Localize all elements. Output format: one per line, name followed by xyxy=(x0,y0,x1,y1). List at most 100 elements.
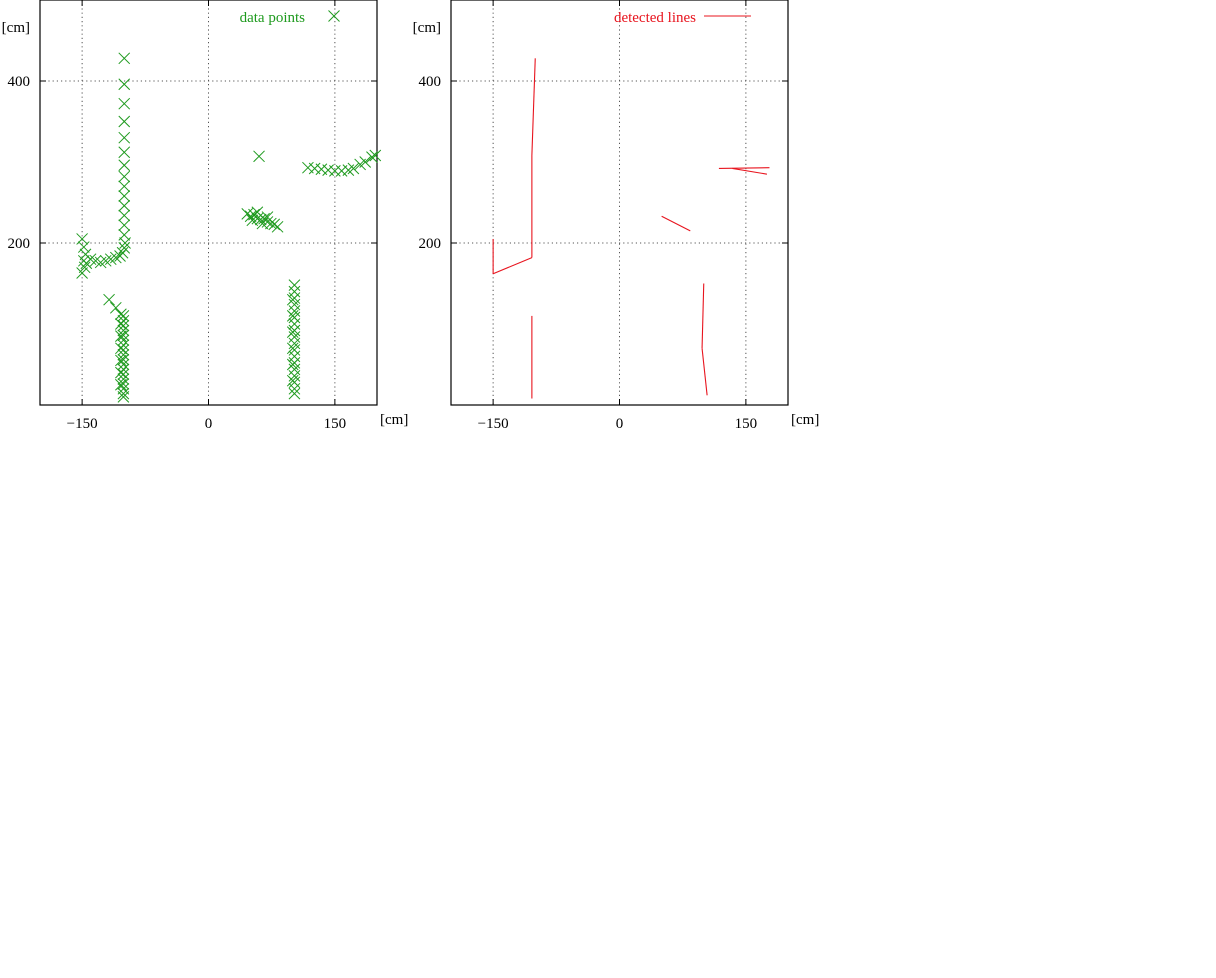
data-point xyxy=(114,250,126,262)
data-point-stroke xyxy=(288,382,301,395)
data-point-stroke xyxy=(288,279,301,291)
data-point-stroke xyxy=(286,326,299,338)
data-point-stroke xyxy=(76,233,88,245)
data-point xyxy=(117,368,130,381)
data-point-stroke xyxy=(288,305,301,317)
data-point xyxy=(251,206,264,219)
data-point xyxy=(117,391,130,403)
data-point-stroke xyxy=(288,387,301,400)
data-point-stroke xyxy=(118,199,131,212)
data-point-stroke xyxy=(241,207,254,220)
data-point-stroke xyxy=(117,334,130,347)
data-point xyxy=(117,339,130,351)
detected-line-segment xyxy=(701,283,705,349)
data-point xyxy=(118,146,131,159)
data-point xyxy=(118,180,131,193)
data-point-stroke xyxy=(117,373,130,385)
data-point-stroke xyxy=(117,329,130,342)
detected-lines-panel: −150 0 150 200 400 [cm] [cm] detected lines xyxy=(413,0,819,432)
data-point xyxy=(118,190,131,202)
data-point-stroke xyxy=(115,318,127,330)
data-point-stroke xyxy=(117,344,130,356)
data-point-stroke xyxy=(117,310,130,322)
data-point-stroke xyxy=(115,330,127,343)
data-point xyxy=(286,293,299,306)
detected-line-segment xyxy=(492,257,533,275)
data-point xyxy=(117,310,130,322)
data-point-stroke xyxy=(118,180,131,193)
data-point-stroke xyxy=(288,363,301,376)
data-point xyxy=(256,217,269,230)
data-point-stroke xyxy=(366,151,378,163)
detected-line-segment xyxy=(701,348,708,396)
data-point-stroke xyxy=(288,331,301,343)
data-point xyxy=(288,337,301,350)
data-point xyxy=(115,330,127,343)
data-point-stroke xyxy=(103,293,115,306)
data-point xyxy=(77,241,90,253)
data-point xyxy=(118,78,131,91)
data-point xyxy=(117,382,130,395)
data-point xyxy=(118,131,131,144)
data-point-stroke xyxy=(286,293,299,306)
data-point-stroke xyxy=(254,213,267,226)
data-point-stroke xyxy=(109,301,122,314)
data-point-stroke xyxy=(359,156,372,168)
data-point xyxy=(288,363,301,376)
x-unit-label: [cm] xyxy=(380,412,408,428)
data-point-stroke xyxy=(117,387,130,400)
data-point-stroke xyxy=(117,314,130,327)
data-point-stroke xyxy=(115,342,127,355)
x-tick-label: 0 xyxy=(616,416,624,432)
data-point-stroke xyxy=(116,246,129,259)
data-point xyxy=(288,369,301,382)
data-point-stroke xyxy=(117,319,130,332)
data-point-stroke xyxy=(118,78,131,91)
data-point xyxy=(115,318,127,330)
data-point-stroke xyxy=(347,162,360,175)
x-tick-label: −150 xyxy=(478,416,509,432)
data-point-stroke xyxy=(268,218,281,231)
data-point xyxy=(288,382,301,395)
data-point-stroke xyxy=(84,253,97,266)
data-point xyxy=(115,354,127,367)
data-point-stroke xyxy=(114,250,126,262)
data-point xyxy=(288,387,301,400)
data-point xyxy=(103,293,115,306)
data-point-stroke xyxy=(244,210,257,223)
data-point xyxy=(115,378,127,391)
data-point xyxy=(76,233,88,245)
data-point xyxy=(288,305,301,317)
data-point-stroke xyxy=(77,241,90,253)
data-point xyxy=(117,329,130,342)
x-tick-label: 150 xyxy=(324,416,347,432)
data-point-stroke xyxy=(288,369,301,382)
data-point xyxy=(117,353,130,366)
data-point-stroke xyxy=(286,358,299,371)
data-point-stroke xyxy=(286,374,299,387)
x-unit-label: [cm] xyxy=(791,412,819,428)
data-point xyxy=(359,156,372,168)
data-point xyxy=(117,314,130,327)
data-point-stroke xyxy=(118,115,131,128)
y-tick-label: 400 xyxy=(8,74,31,90)
data-point xyxy=(366,151,378,163)
y-tick-label: 200 xyxy=(419,236,442,252)
data-point-stroke xyxy=(117,382,130,395)
data-point xyxy=(118,229,131,241)
data-point-stroke xyxy=(118,146,131,159)
detected-line-segment xyxy=(718,167,770,170)
data-point xyxy=(288,350,301,363)
detected-line-segment xyxy=(531,58,536,156)
data-point xyxy=(117,324,130,337)
data-point-stroke xyxy=(117,339,130,351)
data-point xyxy=(118,115,131,128)
data-point-stroke xyxy=(89,254,102,267)
legend-label: data points xyxy=(240,10,306,26)
data-point-stroke xyxy=(117,358,130,371)
data-point xyxy=(117,387,130,400)
data-point xyxy=(288,318,301,330)
data-point xyxy=(109,251,122,264)
data-point-stroke xyxy=(118,242,131,254)
data-point xyxy=(76,267,88,279)
